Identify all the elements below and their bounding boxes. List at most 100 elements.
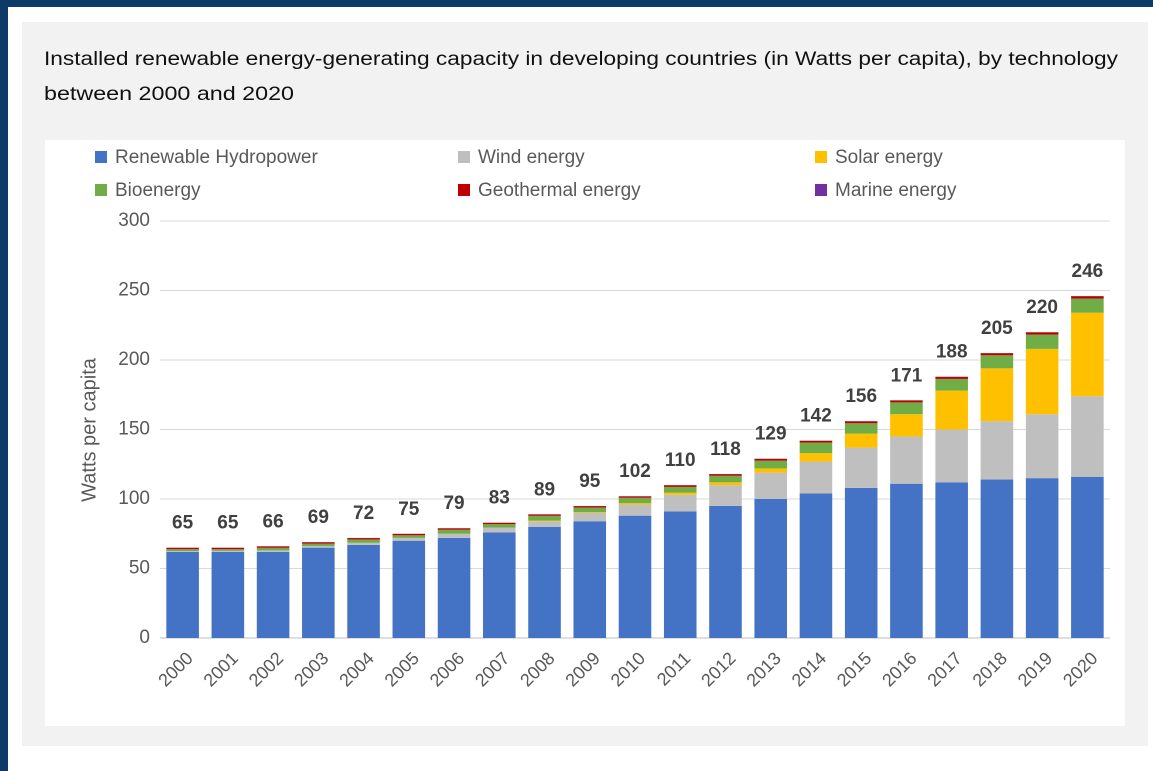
total-label: 171 — [891, 365, 923, 386]
bar-segment — [573, 506, 607, 508]
bar-segment — [844, 447, 878, 488]
bar-segment — [1071, 296, 1104, 299]
bar-segment — [890, 436, 923, 484]
bar-segment — [1025, 334, 1059, 349]
bar-segment — [935, 378, 968, 391]
bar-segment — [709, 474, 742, 476]
bar-segment — [618, 503, 652, 505]
bar-segment — [618, 496, 652, 498]
bar-segment — [980, 355, 1014, 369]
bar-segment — [980, 421, 1014, 480]
bar-segment — [437, 529, 471, 534]
bar-segment — [754, 468, 787, 473]
legend-label: Marine energy — [835, 180, 957, 201]
bar-segment — [528, 514, 561, 516]
bar-segment — [166, 551, 199, 638]
bar-segment — [256, 551, 290, 638]
bar-segment — [935, 390, 968, 430]
bar-segment — [483, 524, 516, 528]
bar-segment — [709, 485, 742, 506]
bar-segment — [663, 511, 697, 638]
bar-segment — [618, 497, 652, 504]
bar-segment — [890, 483, 923, 638]
bar-segment — [663, 486, 697, 493]
bar-segment — [844, 433, 878, 448]
bar-segment — [437, 533, 471, 538]
chart-title: Installed renewable energy-generating ca… — [44, 49, 1119, 70]
total-label: 246 — [1072, 261, 1104, 282]
bar-segment — [347, 542, 380, 545]
bar-segment — [166, 549, 199, 552]
bar-segment — [528, 521, 561, 527]
bar-segment — [844, 487, 878, 638]
total-label: 75 — [398, 499, 420, 520]
bar-segment — [890, 414, 923, 437]
total-label: 69 — [308, 507, 329, 528]
bar-segment — [890, 400, 923, 403]
y-tick-label: 250 — [118, 280, 150, 301]
bar-segment — [799, 442, 833, 454]
bar-segment — [1025, 414, 1059, 479]
bar-segment — [709, 475, 742, 483]
bar-segment — [799, 493, 833, 638]
bar-segment — [392, 537, 426, 541]
y-tick-label: 150 — [118, 419, 150, 440]
bar-segment — [392, 535, 426, 538]
bar-segment — [1025, 348, 1059, 415]
bar-segment — [528, 515, 561, 521]
bar-segment — [211, 547, 245, 550]
total-label: 89 — [534, 479, 555, 500]
legend-swatch — [458, 151, 470, 163]
y-tick-label: 100 — [118, 488, 150, 509]
bar-segment — [935, 482, 968, 638]
total-label: 205 — [981, 318, 1013, 339]
legend-swatch — [458, 184, 470, 196]
bar-segment — [211, 551, 245, 638]
legend-swatch — [95, 184, 107, 196]
y-tick-label: 50 — [129, 558, 150, 579]
bar-segment — [799, 453, 833, 462]
bar-segment — [211, 549, 245, 551]
bar-segment — [1071, 396, 1104, 477]
bar-segment — [1071, 476, 1104, 638]
bar-segment — [754, 472, 787, 499]
bar-segment — [573, 521, 607, 638]
bar-segment — [302, 545, 335, 548]
total-label: 66 — [263, 511, 284, 532]
bar-segment — [754, 499, 787, 638]
bar-segment — [754, 460, 787, 469]
total-label: 83 — [489, 488, 510, 509]
legend-label: Geothermal energy — [478, 180, 641, 201]
total-label: 156 — [845, 386, 877, 407]
total-label: 95 — [579, 471, 601, 492]
bar-segment — [573, 507, 607, 513]
bar-segment — [573, 512, 607, 522]
y-tick-label: 0 — [139, 627, 150, 648]
bar-segment — [347, 544, 380, 638]
bar-segment — [799, 461, 833, 494]
total-label: 72 — [353, 503, 374, 524]
bar-segment — [618, 504, 652, 516]
bar-segment — [663, 494, 697, 512]
chart-subtitle: between 2000 and 2020 — [44, 84, 294, 105]
bar-segment — [256, 547, 290, 551]
bar-segment — [483, 522, 516, 525]
bar-segment — [528, 520, 561, 522]
bar-segment — [256, 550, 290, 552]
bar-segment — [935, 429, 968, 483]
bar-segment — [211, 550, 245, 552]
total-label: 102 — [619, 461, 651, 482]
bar-segment — [302, 547, 335, 638]
legend-label: Solar energy — [835, 147, 943, 168]
bar-segment — [663, 485, 697, 487]
bar-segment — [437, 537, 471, 638]
bar-segment — [844, 421, 878, 424]
total-label: 188 — [936, 342, 968, 363]
bar-segment — [483, 527, 516, 533]
bar-segment — [302, 542, 335, 544]
bar-segment — [573, 512, 607, 513]
bar-segment — [754, 458, 787, 461]
